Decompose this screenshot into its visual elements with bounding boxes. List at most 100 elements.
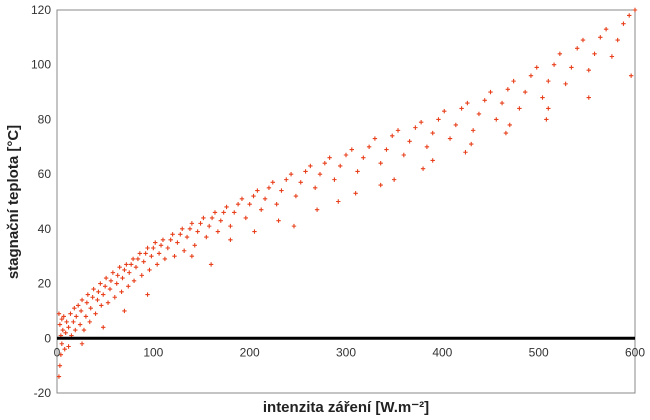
data-point	[178, 232, 183, 237]
data-point	[101, 325, 106, 330]
data-point	[107, 286, 113, 292]
data-point	[544, 117, 549, 122]
data-point	[259, 207, 264, 212]
data-point	[68, 311, 73, 316]
y-axis-ticks: -20 0 20 40 60 80 100 120	[31, 3, 51, 400]
data-point	[420, 166, 426, 171]
data-point	[189, 221, 195, 226]
data-point	[83, 314, 89, 319]
data-point	[72, 305, 77, 311]
data-point	[149, 254, 154, 259]
data-point	[117, 264, 122, 270]
data-point	[632, 7, 638, 13]
data-point	[187, 226, 193, 232]
data-point	[212, 210, 218, 215]
data-point	[391, 177, 397, 182]
data-point	[378, 182, 383, 188]
data-point	[102, 284, 108, 289]
data-point	[189, 254, 195, 259]
data-point	[314, 207, 320, 212]
data-point	[96, 289, 101, 294]
data-point	[235, 202, 241, 207]
data-point	[298, 180, 303, 185]
data-point	[575, 46, 580, 51]
data-point	[165, 245, 170, 251]
data-point	[56, 374, 62, 379]
data-point	[57, 363, 63, 368]
data-point	[505, 87, 511, 92]
x-tick-label: 0	[54, 345, 61, 359]
data-point	[327, 155, 332, 160]
data-point	[312, 185, 318, 191]
data-point	[247, 202, 252, 207]
data-point	[151, 245, 156, 251]
data-point	[262, 196, 268, 201]
data-point	[546, 78, 551, 84]
data-point	[122, 267, 127, 273]
data-point	[540, 95, 545, 100]
data-point	[232, 210, 237, 215]
y-tick-label: 20	[38, 277, 52, 291]
data-point	[62, 347, 67, 352]
x-tick-label: 200	[240, 345, 260, 359]
data-point	[85, 292, 91, 297]
data-point	[470, 128, 476, 133]
data-point	[476, 111, 482, 117]
data-point	[79, 297, 85, 303]
data-point	[407, 139, 412, 144]
data-point	[130, 256, 136, 262]
data-point	[139, 273, 144, 278]
data-point	[126, 284, 131, 289]
data-point	[424, 144, 430, 149]
data-point	[74, 314, 79, 319]
data-point	[274, 202, 279, 207]
x-tick-label: 100	[143, 345, 163, 359]
data-point	[293, 193, 299, 199]
data-point	[598, 35, 603, 40]
data-point	[127, 270, 132, 275]
data-point	[98, 281, 103, 286]
data-point	[308, 163, 313, 169]
data-point	[61, 314, 66, 319]
data-point	[507, 122, 512, 128]
data-point	[184, 234, 190, 240]
data-point	[79, 341, 85, 346]
data-point	[517, 106, 522, 111]
x-tick-label: 600	[625, 345, 645, 359]
data-point	[239, 196, 245, 201]
data-point	[243, 215, 249, 221]
data-point	[221, 210, 226, 215]
data-point	[147, 267, 152, 273]
y-tick-label: 80	[38, 112, 52, 126]
data-point	[580, 37, 586, 43]
data-point	[91, 286, 96, 292]
data-point	[378, 161, 383, 166]
data-point	[499, 100, 505, 106]
data-point	[482, 98, 487, 103]
data-point	[145, 245, 150, 251]
data-point	[522, 89, 528, 95]
data-point	[88, 305, 93, 311]
data-point	[168, 237, 173, 242]
data-point	[124, 262, 129, 267]
data-point	[459, 106, 464, 111]
data-point	[120, 275, 125, 281]
data-points	[56, 7, 638, 379]
data-point	[143, 251, 148, 256]
y-tick-label: 40	[38, 222, 52, 236]
data-point	[418, 119, 424, 125]
data-point	[158, 243, 164, 248]
data-point	[228, 237, 233, 242]
data-point	[628, 73, 634, 78]
data-point	[141, 259, 146, 264]
data-point	[317, 171, 323, 177]
data-point	[128, 262, 134, 267]
data-point	[436, 117, 441, 122]
data-point	[218, 218, 223, 223]
data-point	[110, 270, 116, 275]
data-point	[343, 152, 349, 158]
data-point	[563, 81, 568, 87]
data-point	[105, 300, 111, 305]
data-point	[395, 128, 401, 133]
data-point	[528, 73, 534, 78]
